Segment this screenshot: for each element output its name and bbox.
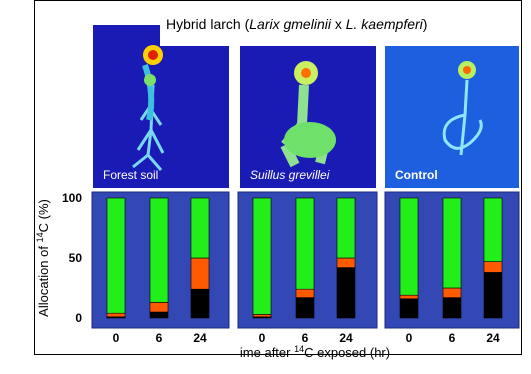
x-tick-label: 6 xyxy=(449,331,456,345)
forest-soil-photo: Forest soil xyxy=(93,25,229,188)
figure-frame xyxy=(34,0,522,355)
bar-segment-green xyxy=(399,197,419,296)
suillus-autoradiograph xyxy=(240,25,376,188)
title-species-1: Larix gmelinii xyxy=(249,16,331,32)
y-axis: 0 50 100 xyxy=(62,191,82,325)
title-suffix: ) xyxy=(422,16,428,32)
bar-segment-orange xyxy=(252,314,272,318)
x-axis-label: ime after 14C exposed (hr) xyxy=(240,344,390,360)
bar-segment-orange xyxy=(399,294,419,300)
y-tick-label: 0 xyxy=(75,311,82,325)
control-autoradiograph xyxy=(385,25,519,188)
title-x: x xyxy=(330,16,346,32)
y-tick-label: 50 xyxy=(69,251,83,265)
bar-segment-orange xyxy=(483,261,503,273)
bar-segment-orange xyxy=(442,287,462,298)
bar-segment-black xyxy=(190,288,210,319)
figure-title: Hybrid larch (Larix gmelinii x L. kaempf… xyxy=(160,14,520,46)
bar-segment-green xyxy=(252,197,272,315)
x-tick-label: 0 xyxy=(113,331,120,345)
bar-segment-green xyxy=(106,197,126,314)
y-axis-label: Allocation of 14C (%) xyxy=(35,199,51,317)
x-tick-label: 24 xyxy=(193,331,207,345)
bar-segment-black xyxy=(149,311,169,319)
x-tick-label: 6 xyxy=(156,331,163,345)
bar-segment-orange xyxy=(190,257,210,290)
x-tick-label: 24 xyxy=(486,331,500,345)
bar-segment-black xyxy=(295,297,315,319)
y-tick-label: 100 xyxy=(62,191,82,205)
bar-segment-orange xyxy=(295,288,315,298)
suillus-photo: Suillus grevillei xyxy=(240,25,376,188)
control-photo: Control xyxy=(385,25,519,188)
bar-segment-green xyxy=(336,197,356,259)
bar-segment-green xyxy=(149,197,169,303)
suillus-label: Suillus grevillei xyxy=(250,168,330,182)
bar-segment-green xyxy=(442,197,462,289)
panels-layer xyxy=(91,191,520,329)
x-tick-label: 0 xyxy=(259,331,266,345)
x-tick-label: 24 xyxy=(339,331,353,345)
title-prefix: Hybrid larch ( xyxy=(166,16,250,32)
control-label: Control xyxy=(395,168,438,182)
x-tick-label: 6 xyxy=(302,331,309,345)
bar-segment-green xyxy=(190,197,210,259)
bar-segment-black xyxy=(399,298,419,319)
bar-segment-black xyxy=(483,272,503,319)
x-axis: 0 6 24 0 6 24 0 6 24 xyxy=(113,331,500,345)
bar-segment-black xyxy=(442,297,462,319)
bar-segment-green xyxy=(295,197,315,290)
bar-segment-black xyxy=(336,267,356,319)
title-species-2: L. kaempferi xyxy=(345,16,423,32)
bar-segment-orange xyxy=(149,302,169,313)
bar-segment-green xyxy=(483,197,503,262)
x-tick-label: 0 xyxy=(406,331,413,345)
forest-soil-label: Forest soil xyxy=(103,168,159,182)
bar-segment-orange xyxy=(106,312,126,318)
forest-soil-autoradiograph xyxy=(93,25,229,188)
bar-segment-orange xyxy=(336,257,356,268)
